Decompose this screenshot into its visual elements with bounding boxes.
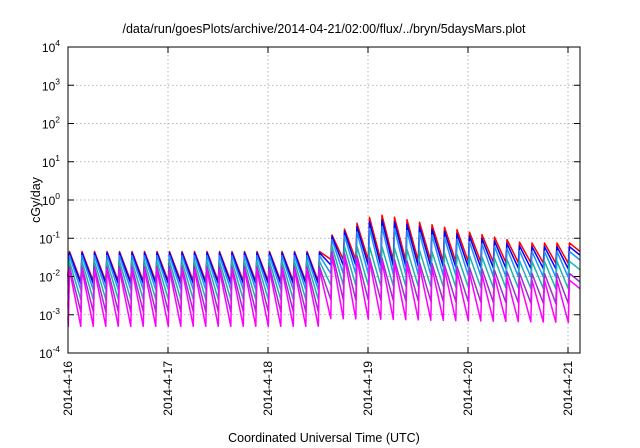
y-tick-base: 10 — [39, 309, 53, 323]
series-layer — [67, 214, 581, 328]
y-tick-exponent: -1 — [52, 229, 60, 239]
chart-title: /data/run/goesPlots/archive/2014-04-21/0… — [122, 22, 526, 36]
grid-layer — [68, 47, 580, 353]
y-tick-exponent: -4 — [52, 344, 60, 354]
y-tick-base: 10 — [42, 79, 56, 93]
x-tick-label: 2014-4-20 — [461, 361, 475, 416]
y-tick-base: 10 — [42, 41, 56, 55]
y-tick-label: 104 — [42, 38, 60, 55]
y-tick-exponent: -2 — [52, 268, 60, 278]
y-tick-label: 103 — [42, 76, 60, 93]
axis-layer: 10-410-310-210-11001011021031042014-4-16… — [39, 38, 580, 416]
y-tick-exponent: 2 — [55, 115, 60, 125]
series-line — [67, 254, 581, 328]
x-tick-label: 2014-4-18 — [261, 361, 275, 416]
y-tick-base: 10 — [42, 194, 56, 208]
y-tick-label: 102 — [42, 115, 60, 132]
y-tick-exponent: 3 — [55, 76, 60, 86]
y-tick-label: 10-2 — [39, 268, 60, 285]
x-tick-label: 2014-4-16 — [61, 361, 75, 416]
y-tick-label: 101 — [42, 153, 60, 170]
y-tick-label: 100 — [42, 191, 60, 208]
x-tick-label: 2014-4-21 — [561, 361, 575, 416]
y-tick-exponent: -3 — [52, 306, 60, 316]
y-tick-base: 10 — [39, 347, 53, 361]
y-axis-label: cGy/day — [29, 176, 43, 223]
y-tick-base: 10 — [42, 118, 56, 132]
y-tick-label: 10-1 — [39, 229, 60, 246]
y-tick-exponent: 1 — [55, 153, 60, 163]
y-tick-base: 10 — [42, 156, 56, 170]
x-axis-label: Coordinated Universal Time (UTC) — [228, 431, 420, 445]
y-tick-exponent: 4 — [55, 38, 60, 48]
x-tick-label: 2014-4-19 — [361, 361, 375, 416]
y-tick-label: 10-3 — [39, 306, 60, 323]
y-tick-label: 10-4 — [39, 344, 60, 361]
y-tick-base: 10 — [39, 232, 53, 246]
y-tick-base: 10 — [39, 271, 53, 285]
x-tick-label: 2014-4-17 — [161, 361, 175, 416]
y-tick-exponent: 0 — [55, 191, 60, 201]
